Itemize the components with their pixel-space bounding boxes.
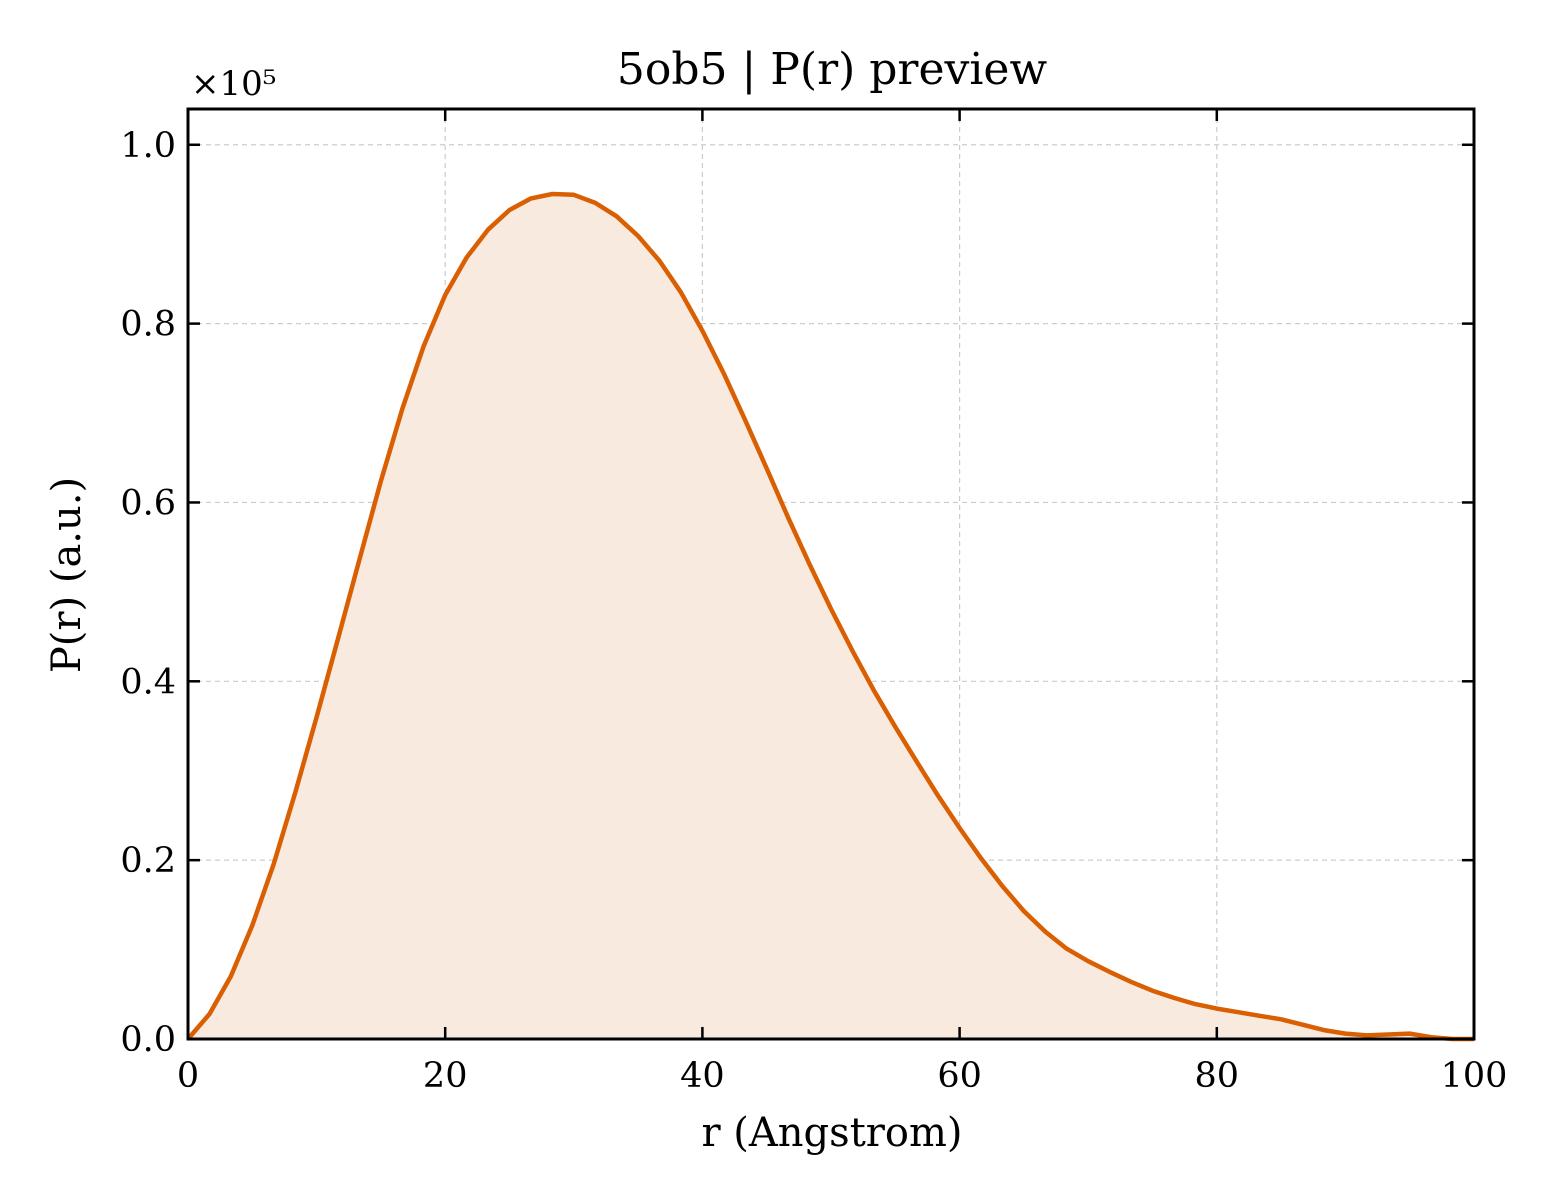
- y-offset-label: ×10⁵: [191, 64, 276, 104]
- x-tick-label: 0: [177, 1056, 199, 1096]
- x-tick-label: 80: [1195, 1056, 1240, 1096]
- ticks: 0 20 40 60 80 100 0.0 0.2 0.4 0.6 0.8 1.0: [120, 109, 1507, 1096]
- x-axis-label: r (Angstrom): [701, 1110, 962, 1156]
- y-tick-label: 0.4: [120, 662, 176, 702]
- y-tick-label: 0.8: [120, 305, 176, 345]
- x-tick-label: 60: [937, 1056, 982, 1096]
- y-tick-label: 1.0: [120, 126, 176, 166]
- pr-line: [186, 191, 1474, 1042]
- x-tick-label: 100: [1441, 1056, 1508, 1096]
- y-tick-label: 0.2: [120, 841, 176, 881]
- x-tick-label: 20: [423, 1056, 468, 1096]
- x-tick-label: 40: [680, 1056, 725, 1096]
- chart-title: 5ob5 | P(r) preview: [617, 44, 1048, 95]
- plot-frame: [186, 107, 1476, 1041]
- pr-area-fill: [188, 194, 1474, 1039]
- y-axis-label: P(r) (a.u.): [44, 477, 90, 673]
- y-tick-label: 0.6: [120, 483, 176, 523]
- y-tick-label: 0.0: [120, 1020, 176, 1060]
